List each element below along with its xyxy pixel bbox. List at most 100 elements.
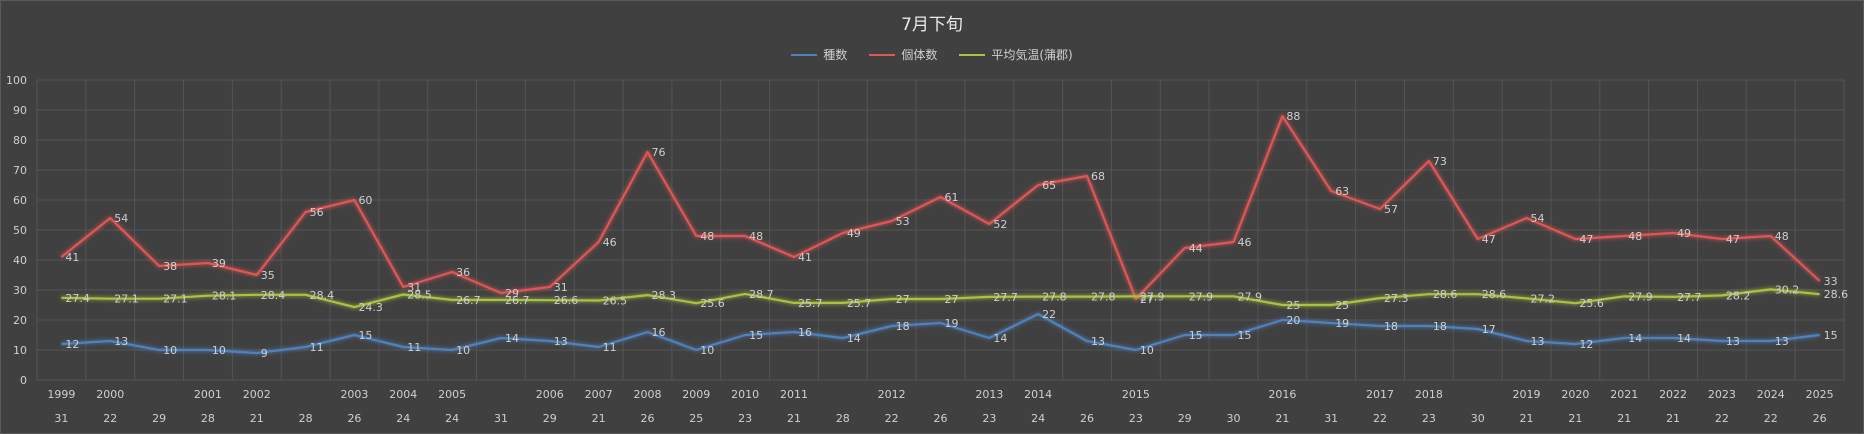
data-label-0: 14 [505, 332, 519, 345]
legend: 種数 個体数 平均気温(蒲郡) [0, 46, 1864, 63]
data-label-2: 27.3 [1384, 292, 1409, 305]
data-label-1: 48 [700, 230, 714, 243]
data-label-1: 38 [163, 260, 177, 273]
series-line-1 [60, 114, 1821, 301]
data-label-1: 47 [1482, 233, 1496, 246]
data-label-1: 60 [358, 194, 372, 207]
data-label-1: 65 [1042, 179, 1056, 192]
x-tick-label-year: 2013 [975, 388, 1003, 401]
legend-item-individuals: 個体数 [869, 46, 937, 63]
data-label-1: 53 [896, 215, 910, 228]
data-label-1: 48 [749, 230, 763, 243]
data-label-1: 29 [505, 287, 519, 300]
x-tick-label-year: 2020 [1561, 388, 1589, 401]
y-tick-label: 90 [13, 104, 27, 117]
x-tick-label-year: 2005 [438, 388, 466, 401]
x-tick-label-day: 31 [1324, 412, 1338, 425]
data-label-0: 10 [212, 344, 226, 357]
x-tick-label-day: 21 [250, 412, 264, 425]
x-tick-label-day: 26 [934, 412, 948, 425]
data-label-0: 20 [1286, 314, 1300, 327]
data-label-1: 56 [310, 206, 324, 219]
data-label-2: 25.6 [700, 297, 725, 310]
data-label-0: 12 [65, 338, 79, 351]
data-label-0: 13 [1726, 335, 1740, 348]
x-tick-label-day: 31 [494, 412, 508, 425]
data-label-1: 49 [847, 227, 861, 240]
data-label-1: 57 [1384, 203, 1398, 216]
data-label-2: 25 [1286, 299, 1300, 312]
x-tick-label-day: 21 [787, 412, 801, 425]
x-tick-label-day: 24 [396, 412, 410, 425]
data-label-0: 11 [603, 341, 617, 354]
data-label-0: 15 [1238, 329, 1252, 342]
x-tick-label-day: 21 [1520, 412, 1534, 425]
data-label-0: 17 [1482, 323, 1496, 336]
legend-item-temperature: 平均気温(蒲郡) [959, 46, 1073, 63]
x-tick-label-day: 24 [445, 412, 459, 425]
data-label-2: 27 [896, 293, 910, 306]
x-tick-label-day: 23 [1422, 412, 1436, 425]
data-label-2: 25.7 [847, 297, 872, 310]
x-tick-label-day: 22 [1764, 412, 1778, 425]
data-label-2: 28.6 [1433, 288, 1458, 301]
data-label-2: 27.1 [163, 293, 188, 306]
data-label-2: 27.7 [993, 291, 1018, 304]
data-label-1: 68 [1091, 170, 1105, 183]
data-label-0: 11 [310, 341, 324, 354]
x-tick-label-day: 26 [347, 412, 361, 425]
data-label-0: 11 [407, 341, 421, 354]
data-label-0: 18 [1384, 320, 1398, 333]
x-tick-label-year: 2024 [1757, 388, 1785, 401]
data-label-1: 31 [407, 281, 421, 294]
data-label-0: 13 [554, 335, 568, 348]
x-tick-label-day: 29 [1178, 412, 1192, 425]
data-label-1: 49 [1677, 227, 1691, 240]
data-label-0: 13 [1775, 335, 1789, 348]
data-label-0: 13 [1531, 335, 1545, 348]
x-tick-label-year: 2019 [1513, 388, 1541, 401]
data-label-1: 54 [114, 212, 128, 225]
data-label-1: 27 [1140, 293, 1154, 306]
data-label-0: 16 [651, 326, 665, 339]
data-label-1: 41 [65, 251, 79, 264]
x-tick-label-year: 2014 [1024, 388, 1052, 401]
data-label-1: 41 [798, 251, 812, 264]
data-label-1: 88 [1286, 110, 1300, 123]
x-tick-label-day: 28 [201, 412, 215, 425]
data-label-2: 28.3 [651, 289, 676, 302]
x-tick-label-year: 2011 [780, 388, 808, 401]
data-label-0: 19 [1335, 317, 1349, 330]
data-label-2: 26.6 [554, 294, 579, 307]
data-label-2: 27.4 [65, 292, 90, 305]
x-tick-label-day: 30 [1471, 412, 1485, 425]
legend-label-species: 種数 [823, 48, 848, 62]
data-label-1: 52 [993, 218, 1007, 231]
series-line-0 [61, 312, 1820, 355]
data-label-1: 36 [456, 266, 470, 279]
x-tick-label-year: 2006 [536, 388, 564, 401]
data-labels: 12 13 10 10 9 11 15 11 10 14 13 11 16 10 15 16 14 18 19 14 2… [65, 110, 1848, 360]
x-tick-label-day: 25 [689, 412, 703, 425]
data-label-0: 12 [1579, 338, 1593, 351]
data-label-1: 54 [1531, 212, 1545, 225]
data-label-1: 35 [261, 269, 275, 282]
data-label-2: 27.2 [1531, 292, 1556, 305]
y-tick-label: 0 [20, 374, 27, 387]
data-label-0: 18 [1433, 320, 1447, 333]
x-tick-label-year: 2021 [1610, 388, 1638, 401]
data-label-0: 10 [700, 344, 714, 357]
y-tick-label: 60 [13, 194, 27, 207]
data-label-2: 27 [945, 293, 959, 306]
data-label-0: 15 [1824, 329, 1838, 342]
data-label-1: 33 [1824, 275, 1838, 288]
x-tick-label-day: 23 [1129, 412, 1143, 425]
x-tick-label-day: 26 [1813, 412, 1827, 425]
data-label-1: 44 [1189, 242, 1203, 255]
data-label-0: 9 [261, 347, 268, 360]
x-tick-label-day: 23 [982, 412, 996, 425]
data-label-0: 22 [1042, 308, 1056, 321]
x-tick-label-day: 21 [592, 412, 606, 425]
data-label-0: 18 [896, 320, 910, 333]
